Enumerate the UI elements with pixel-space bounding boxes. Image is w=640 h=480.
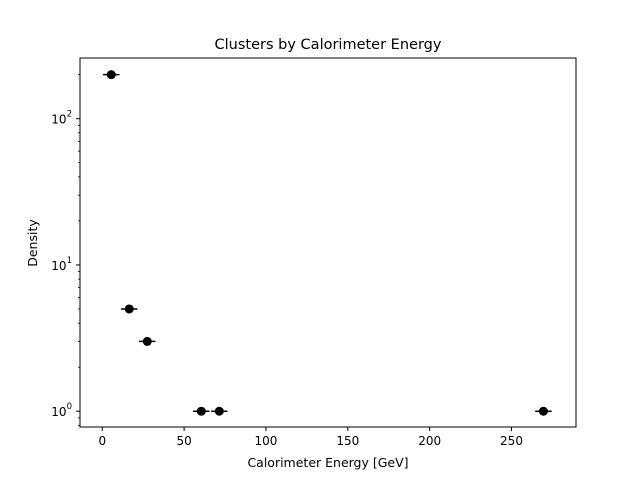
- y-axis-label: Density: [25, 219, 40, 267]
- y-tick-label: 102: [51, 110, 72, 127]
- x-tick-label: 0: [98, 434, 106, 448]
- data-points: [103, 70, 552, 416]
- data-point: [196, 406, 206, 416]
- chart-title: Clusters by Calorimeter Energy: [215, 37, 442, 53]
- x-axis-ticks: 0 50 100 150 200 250: [98, 427, 523, 448]
- y-tick-label: 101: [51, 256, 72, 273]
- y-tick-label-exponent: 2: [67, 110, 72, 120]
- plot-area: [80, 58, 576, 427]
- y-tick-label-exponent: 1: [67, 256, 72, 266]
- x-tick-label: 200: [418, 434, 441, 448]
- y-tick-label-base: 10: [51, 113, 66, 127]
- data-point: [124, 304, 134, 314]
- x-tick-label: 100: [255, 434, 278, 448]
- data-point: [214, 406, 224, 416]
- x-tick-label: 150: [336, 434, 359, 448]
- y-tick-label-exponent: 0: [67, 402, 72, 412]
- y-tick-label-base: 10: [51, 405, 66, 419]
- x-axis-label: Calorimeter Energy [GeV]: [247, 455, 408, 470]
- data-point: [142, 336, 152, 346]
- y-tick-label-base: 10: [51, 259, 66, 273]
- y-tick-label: 100: [51, 402, 72, 419]
- x-tick-label: 250: [500, 434, 523, 448]
- data-point: [538, 406, 548, 416]
- plot-frame: [79, 57, 577, 428]
- x-tick-label: 50: [176, 434, 191, 448]
- data-point: [106, 70, 116, 80]
